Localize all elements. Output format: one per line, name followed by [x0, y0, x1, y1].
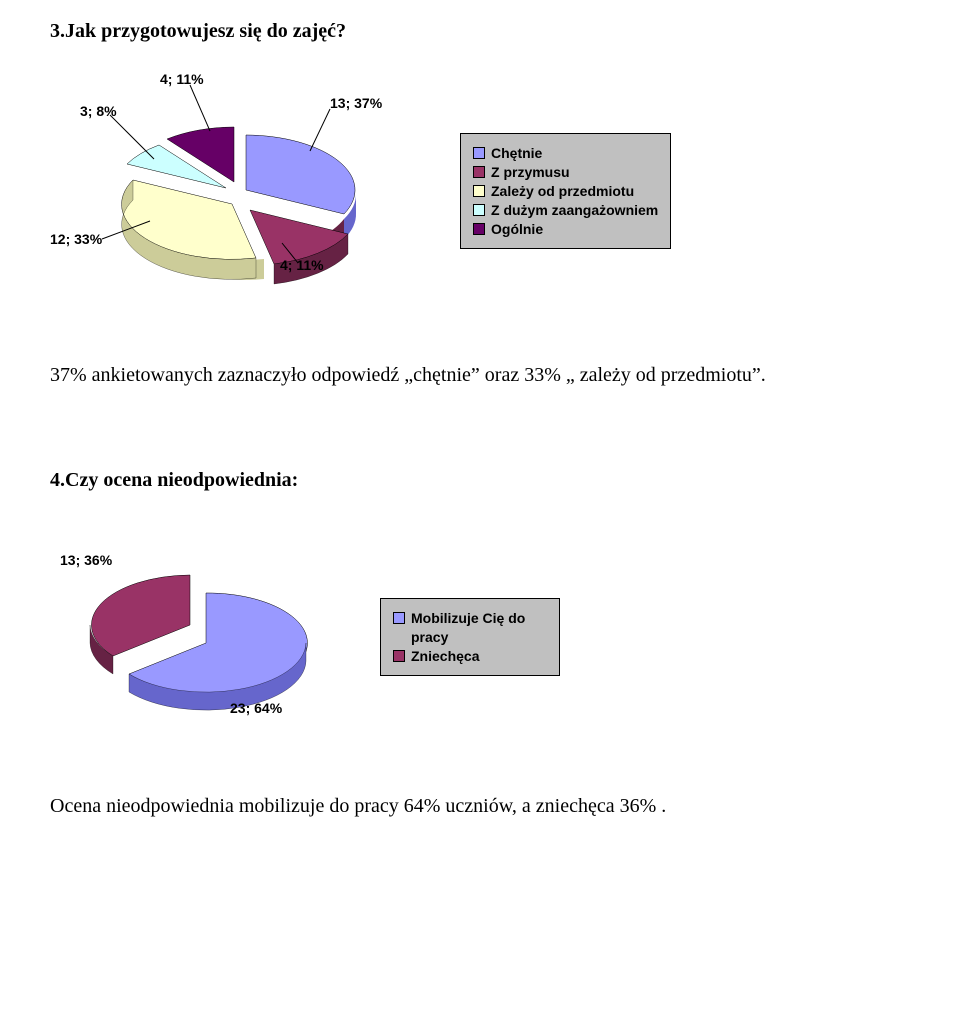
q3-chart-section: 13; 37% 4; 11% 12; 33% 3; 8% 4; 11% Chęt…	[50, 71, 910, 311]
legend-item: Z dużym zaangażowniem	[473, 202, 658, 218]
legend-label: Zależy od przedmiotu	[491, 183, 634, 199]
q3-slice-label-0: 13; 37%	[330, 95, 382, 111]
q3-heading: 3.Jak przygotowujesz się do zajęć?	[50, 20, 910, 43]
legend-label: Mobilizuje Cię do	[411, 610, 525, 626]
q4-slice-label-1: 13; 36%	[60, 552, 112, 568]
q3-slice-label-2: 12; 33%	[50, 231, 102, 247]
legend-label: Ogólnie	[491, 221, 543, 237]
legend-item: Z przymusu	[473, 164, 658, 180]
legend-item: Zależy od przedmiotu	[473, 183, 658, 199]
q3-slice-label-4: 4; 11%	[160, 71, 204, 87]
q4-chart-section: 23; 64% 13; 36% Mobilizuje Cię do pracy …	[50, 542, 910, 732]
legend-item: Mobilizuje Cię do	[393, 610, 547, 626]
q3-slice-label-1: 4; 11%	[280, 257, 324, 273]
legend-item: pracy	[393, 629, 547, 645]
legend-swatch	[473, 147, 485, 159]
legend-item: Zniechęca	[393, 648, 547, 664]
legend-label: Z dużym zaangażowniem	[491, 202, 658, 218]
q3-pie-chart: 13; 37% 4; 11% 12; 33% 3; 8% 4; 11%	[50, 71, 430, 311]
legend-label-cont: pracy	[411, 629, 448, 645]
q3-summary: 37% ankietowanych zaznaczyło odpowiedź „…	[50, 361, 910, 389]
legend-swatch	[393, 650, 405, 662]
legend-label: Chętnie	[491, 145, 542, 161]
legend-label: Z przymusu	[491, 164, 570, 180]
q4-heading: 4.Czy ocena nieodpowiednia:	[50, 469, 910, 492]
legend-swatch	[393, 612, 405, 624]
q4-summary: Ocena nieodpowiednia mobilizuje do pracy…	[50, 792, 910, 820]
legend-label: Zniechęca	[411, 648, 479, 664]
legend-swatch	[473, 185, 485, 197]
legend-item: Ogólnie	[473, 221, 658, 237]
q4-slice-label-0: 23; 64%	[230, 700, 282, 716]
q4-pie-chart: 23; 64% 13; 36%	[50, 542, 350, 732]
legend-swatch	[473, 166, 485, 178]
legend-item: Chętnie	[473, 145, 658, 161]
legend-swatch	[473, 204, 485, 216]
legend-swatch	[473, 223, 485, 235]
q4-legend: Mobilizuje Cię do pracy Zniechęca	[380, 598, 560, 676]
q3-slice-label-3: 3; 8%	[80, 103, 117, 119]
q3-legend: Chętnie Z przymusu Zależy od przedmiotu …	[460, 133, 671, 249]
